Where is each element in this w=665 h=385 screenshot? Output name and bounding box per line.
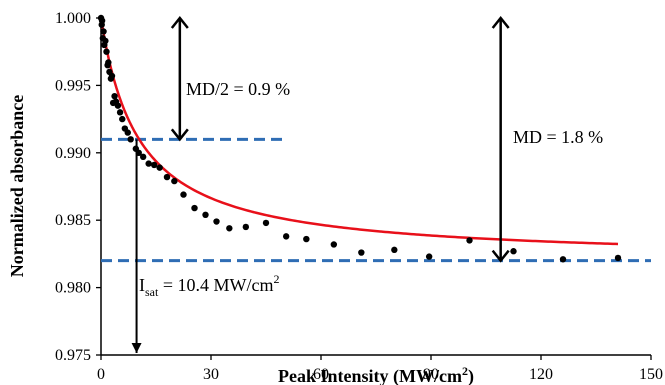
data-point [559, 256, 567, 263]
data-point [163, 173, 171, 181]
annotation-md-half: MD/2 = 0.9 % [186, 79, 290, 99]
data-point [102, 37, 109, 45]
x-axis-title-end: ) [468, 366, 474, 385]
data-points [97, 14, 622, 263]
data-point [358, 249, 365, 256]
y-tick-label: 0.980 [55, 280, 91, 297]
x-axis-title-main: Peak Intensity (MW/cm [278, 366, 462, 385]
data-point [202, 211, 209, 219]
isat-superscript: 2 [273, 272, 279, 286]
data-point [119, 115, 126, 123]
data-point [145, 160, 152, 167]
x-tick-label: 0 [97, 366, 105, 383]
data-point [330, 241, 338, 248]
data-point [391, 246, 398, 254]
y-tick-label: 1.000 [55, 10, 91, 27]
data-point [180, 191, 187, 198]
x-tick-label: 30 [203, 366, 219, 383]
data-point [127, 136, 134, 143]
y-tick-label: 0.985 [55, 212, 91, 229]
annotation-arrows [131, 15, 510, 353]
arrow-head [131, 343, 142, 353]
data-point [105, 59, 112, 66]
arrow-head [491, 249, 510, 263]
y-axis-title: Normalized absorbance [7, 95, 27, 277]
data-point [282, 233, 290, 240]
axes [100, 18, 651, 356]
data-point [213, 218, 220, 225]
data-point [171, 177, 178, 185]
arrow-head [491, 15, 510, 29]
fit-curve [99, 17, 619, 246]
y-tick-label: 0.975 [55, 347, 91, 364]
x-axis-title-sup: 2 [462, 364, 468, 378]
data-point [98, 17, 106, 24]
data-point [139, 153, 147, 161]
annotation-isat: Isat = 10.4 MW/cm2 [139, 272, 279, 299]
x-tick-label: 90 [423, 366, 439, 383]
y-ticks: 0.975 0.980 0.985 0.990 0.995 1.000 [55, 10, 101, 364]
data-point [100, 28, 107, 35]
x-tick-label: 120 [529, 366, 553, 383]
isat-symbol: I [139, 275, 145, 295]
data-point [156, 164, 163, 171]
data-point [510, 248, 517, 255]
reference-lines [101, 137, 651, 263]
data-point [103, 48, 110, 55]
x-axis-title: Peak Intensity (MW/cm2) [278, 364, 474, 385]
arrow-head [170, 128, 189, 142]
data-point [614, 254, 622, 262]
data-point [466, 237, 473, 244]
x-tick-label: 150 [639, 366, 663, 383]
data-point [114, 102, 122, 109]
data-point [116, 109, 124, 116]
x-tick-label: 60 [313, 366, 329, 383]
data-point [108, 72, 116, 80]
y-tick-label: 0.990 [55, 145, 91, 162]
data-point [303, 235, 310, 243]
isat-value: = 10.4 MW/cm [158, 275, 273, 295]
data-point [242, 223, 250, 231]
y-tick-label: 0.995 [55, 77, 91, 94]
x-ticks: 0 30 60 90 120 150 [97, 355, 663, 383]
fit-curve-line [99, 17, 619, 246]
data-point [111, 92, 118, 100]
arrow-head [170, 15, 189, 29]
data-point [262, 219, 270, 227]
annotation-md-full: MD = 1.8 % [513, 127, 603, 147]
data-point [124, 129, 131, 136]
data-point [150, 161, 158, 169]
data-point [226, 225, 233, 232]
isat-subscript: sat [145, 285, 159, 299]
data-point [425, 253, 433, 260]
data-point [191, 204, 198, 212]
